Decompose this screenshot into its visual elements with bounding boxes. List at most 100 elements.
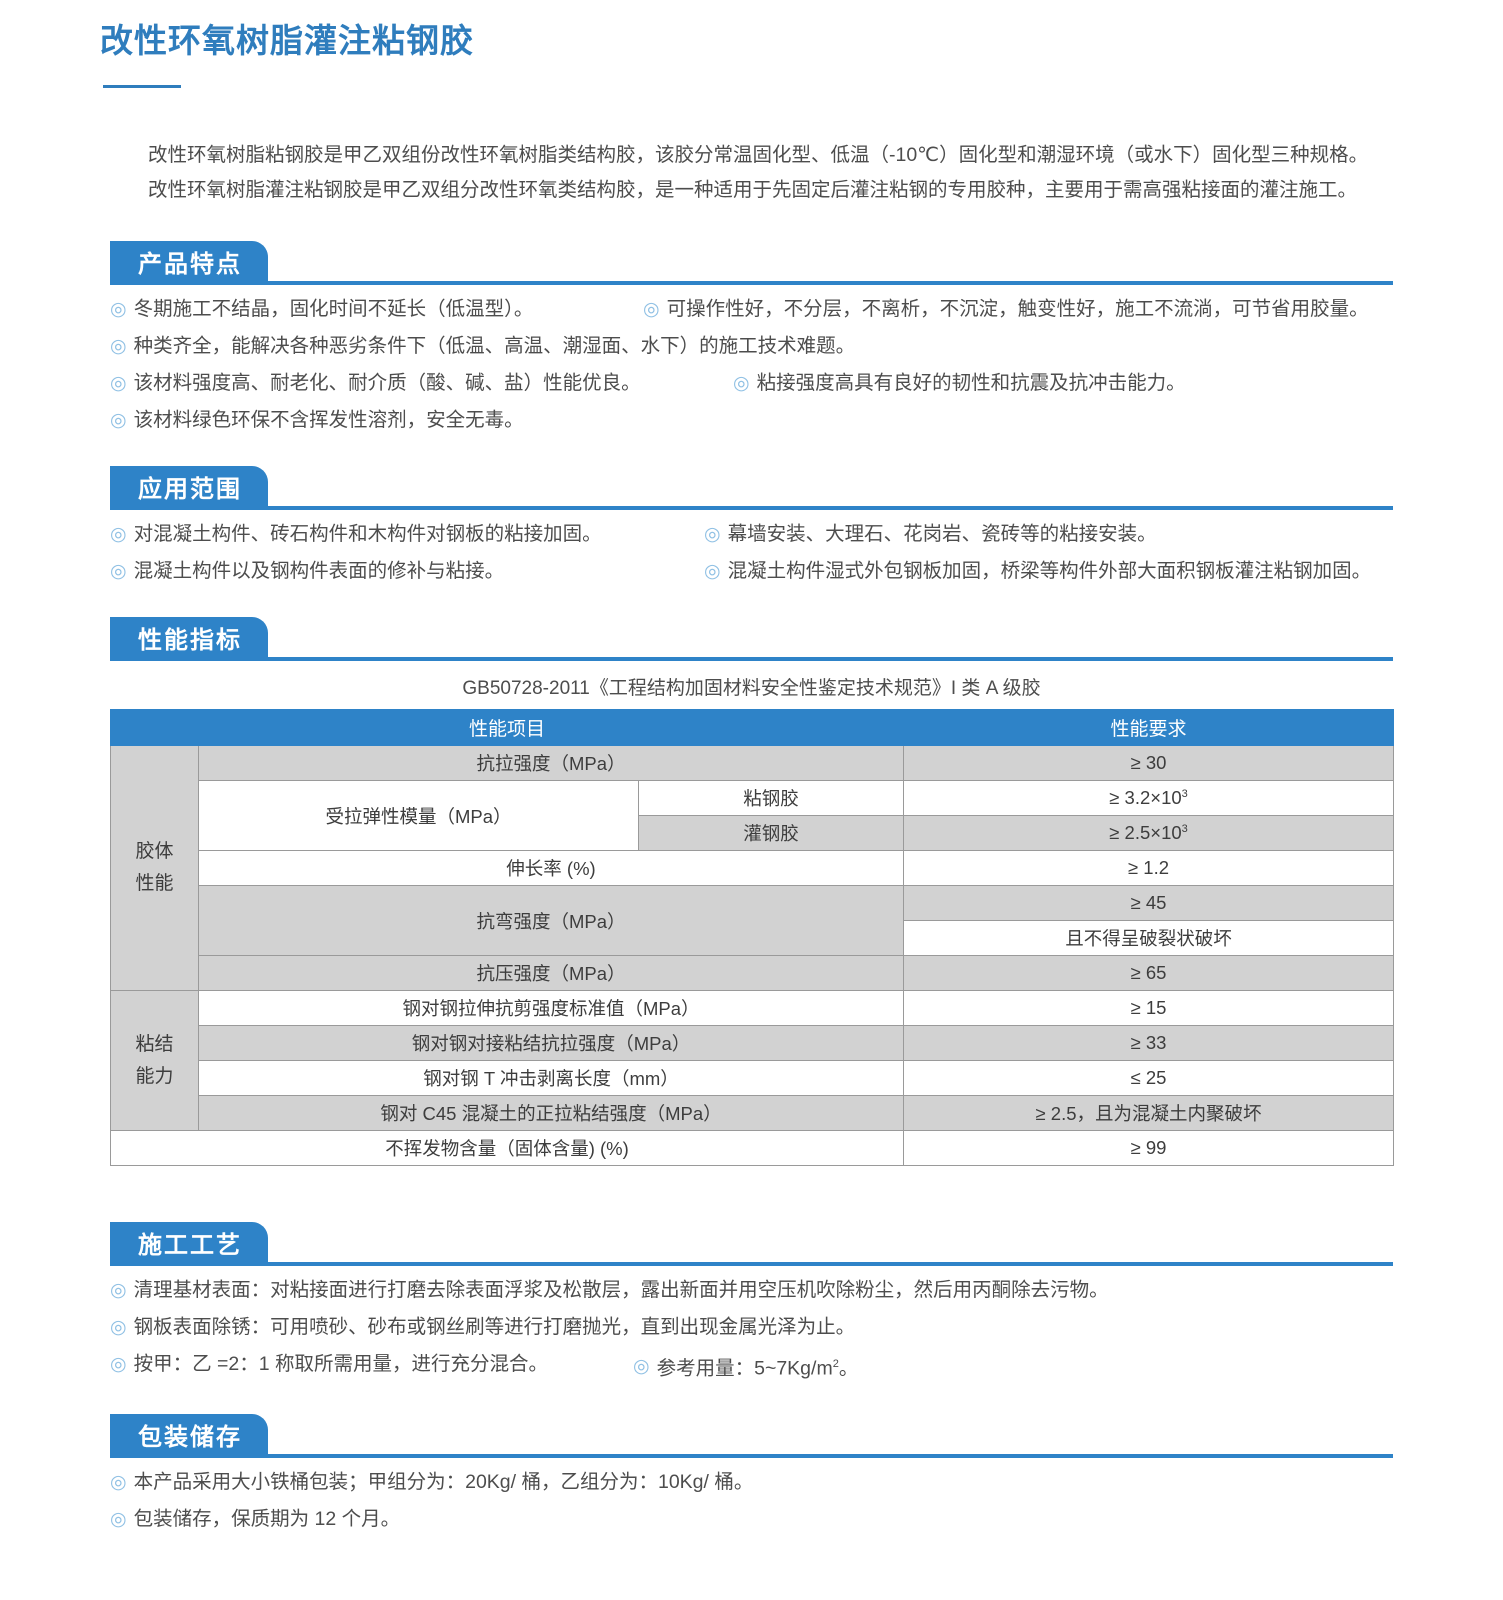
section-badge-label: 应用范围 xyxy=(138,475,242,503)
cell-item: 受拉弹性模量（MPa） xyxy=(198,780,639,851)
cell-value: ≤ 25 xyxy=(903,1060,1395,1096)
packaging-item-2: ◎ 包装储存，保质期为 12 个月。 xyxy=(110,1508,401,1530)
group-label-bonding: 粘结 能力 xyxy=(110,990,199,1131)
section-badge-features: 产品特点 xyxy=(110,241,268,281)
section-badge-performance: 性能指标 xyxy=(110,617,268,657)
cell-item: 伸长率 (%) xyxy=(197,850,905,886)
list-item: ◎ 该材料强度高、耐老化、耐介质（酸、碱、盐）性能优良。 ◎ 粘接强度高具有良好… xyxy=(110,364,1400,402)
feature-item-3: ◎ 该材料强度高、耐老化、耐介质（酸、碱、盐）性能优良。 xyxy=(110,372,641,394)
section-header-process: 施工工艺 xyxy=(110,1222,1393,1266)
application-item-4: ◎ 混凝土构件湿式外包钢板加固，桥梁等构件外部大面积钢板灌注粘钢加固。 xyxy=(704,560,1372,582)
section-badge-process: 施工工艺 xyxy=(110,1222,268,1262)
cell-item: 抗压强度（MPa） xyxy=(197,955,905,991)
circle-bullet-icon: ◎ xyxy=(704,523,721,545)
section-rule xyxy=(110,506,1393,510)
table-row: 抗压强度（MPa） ≥ 65 xyxy=(111,955,1395,991)
process-item-1: ◎ 清理基材表面：对粘接面进行打磨去除表面浮浆及松散层，露出新面并用空压机吹除粉… xyxy=(110,1279,1109,1301)
cell-value: ≥ 30 xyxy=(903,745,1395,781)
table-row: 钢对 C45 混凝土的正拉粘结强度（MPa） ≥ 2.5，且为混凝土内聚破坏 xyxy=(111,1095,1395,1131)
section-header-features: 产品特点 xyxy=(110,241,1393,285)
section-header-performance: 性能指标 xyxy=(110,617,1393,661)
cell-item: 不挥发物含量（固体含量) (%) xyxy=(109,1130,905,1166)
table-row: 伸长率 (%) ≥ 1.2 xyxy=(111,850,1395,886)
table-row: 受拉弹性模量（MPa） 粘钢胶 ≥ 3.2×103 xyxy=(111,780,1395,851)
list-item: ◎ 钢板表面除锈：可用喷砂、砂布或钢丝刷等进行打磨抛光，直到出现金属光泽为止。 xyxy=(110,1308,1400,1346)
table-row: 灌钢胶 ≥ 2.5×103 xyxy=(111,815,1395,851)
packaging-item-1: ◎ 本产品采用大小铁桶包装；甲组分为：20Kg/ 桶，乙组分为：10Kg/ 桶。 xyxy=(110,1471,754,1493)
circle-bullet-icon: ◎ xyxy=(110,1279,127,1301)
cell-item: 钢对 C45 混凝土的正拉粘结强度（MPa） xyxy=(197,1095,905,1131)
list-item: ◎ 本产品采用大小铁桶包装；甲组分为：20Kg/ 桶，乙组分为：10Kg/ 桶。 xyxy=(110,1463,1400,1501)
circle-bullet-icon: ◎ xyxy=(110,1353,127,1375)
cell-item: 钢对钢 T 冲击剥离长度（mm） xyxy=(197,1060,905,1096)
performance-table: 性能项目 性能要求 胶体 性能 抗拉强度（MPa） ≥ 30 受拉弹性模量（MP… xyxy=(109,709,1395,1166)
cell-value: ≥ 2.5，且为混凝土内聚破坏 xyxy=(903,1095,1395,1131)
circle-bullet-icon: ◎ xyxy=(704,560,721,582)
title-underline xyxy=(103,85,181,88)
section-rule xyxy=(110,657,1393,661)
circle-bullet-icon: ◎ xyxy=(110,560,127,582)
table-row: 钢对钢 T 冲击剥离长度（mm） ≤ 25 xyxy=(111,1060,1395,1096)
table-row: 抗弯强度（MPa） ≥ 45 xyxy=(111,885,1395,956)
feature-item-2: ◎ 种类齐全，能解决各种恶劣条件下（低温、高温、潮湿面、水下）的施工技术难题。 xyxy=(110,335,856,357)
process-dosage: ◎ 参考用量：5~7Kg/m2。 xyxy=(633,1355,859,1380)
cell-value: 且不得呈破裂状破坏 xyxy=(903,920,1395,956)
circle-bullet-icon: ◎ xyxy=(110,335,127,357)
cell-item: 抗弯强度（MPa） xyxy=(197,885,905,956)
feature-item-5: ◎ 可操作性好，不分层，不离析，不沉淀，触变性好，施工不流淌，可节省用胶量。 xyxy=(643,298,1369,320)
standard-reference: GB50728-2011《工程结构加固材料安全性鉴定技术规范》I 类 A 级胶 xyxy=(462,678,1041,699)
list-item: ◎ 种类齐全，能解决各种恶劣条件下（低温、高温、潮湿面、水下）的施工技术难题。 xyxy=(110,327,1400,365)
list-item: ◎ 包装储存，保质期为 12 个月。 xyxy=(110,1500,1400,1538)
feature-item-6: ◎ 粘接强度高具有良好的韧性和抗震及抗冲击能力。 xyxy=(733,372,1186,394)
application-item-1: ◎ 对混凝土构件、砖石构件和木构件对钢板的粘接加固。 xyxy=(110,523,602,545)
circle-bullet-icon: ◎ xyxy=(110,1508,127,1530)
table-header-item: 性能项目 xyxy=(109,709,905,746)
process-item-3: ◎ 按甲：乙 =2：1 称取所需用量，进行充分混合。 xyxy=(110,1353,549,1375)
section-header-packaging: 包装储存 xyxy=(110,1414,1393,1458)
cell-value: ≥ 15 xyxy=(903,990,1395,1026)
cell-subitem: 灌钢胶 xyxy=(637,815,905,851)
section-badge-label: 包装储存 xyxy=(138,1423,242,1451)
page-title: 改性环氧树脂灌注粘钢胶 xyxy=(100,22,474,59)
circle-bullet-icon: ◎ xyxy=(643,298,660,320)
list-item: ◎ 混凝土构件以及钢构件表面的修补与粘接。 ◎ 混凝土构件湿式外包钢板加固，桥梁… xyxy=(110,552,1400,590)
list-item: ◎ 按甲：乙 =2：1 称取所需用量，进行充分混合。 ◎ 参考用量：5~7Kg/… xyxy=(110,1345,1400,1383)
circle-bullet-icon: ◎ xyxy=(733,372,750,394)
intro-paragraph: 改性环氧树脂粘钢胶是甲乙双组份改性环氧树脂类结构胶，该胶分常温固化型、低温（-1… xyxy=(148,138,1403,208)
process-item-2: ◎ 钢板表面除锈：可用喷砂、砂布或钢丝刷等进行打磨抛光，直到出现金属光泽为止。 xyxy=(110,1316,856,1338)
cell-item: 钢对钢拉伸抗剪强度标准值（MPa） xyxy=(197,990,905,1026)
table-row: 粘结 能力 钢对钢拉伸抗剪强度标准值（MPa） ≥ 15 xyxy=(110,990,1395,1131)
cell-value: ≥ 3.2×103 xyxy=(903,780,1395,816)
cell-subitem: 粘钢胶 xyxy=(637,780,905,816)
circle-bullet-icon: ◎ xyxy=(110,523,127,545)
cell-value: ≥ 99 xyxy=(903,1130,1395,1166)
application-item-3: ◎ 幕墙安装、大理石、花岗岩、瓷砖等的粘接安装。 xyxy=(704,523,1157,545)
section-badge-label: 产品特点 xyxy=(138,250,242,278)
cell-value: ≥ 1.2 xyxy=(903,850,1395,886)
circle-bullet-icon: ◎ xyxy=(110,298,127,320)
list-item: ◎ 冬期施工不结晶，固化时间不延长（低温型）。 ◎ 可操作性好，不分层，不离析，… xyxy=(110,290,1400,328)
cell-value: ≥ 65 xyxy=(903,955,1395,991)
application-item-2: ◎ 混凝土构件以及钢构件表面的修补与粘接。 xyxy=(110,560,505,582)
feature-item-4: ◎ 该材料绿色环保不含挥发性溶剂，安全无毒。 xyxy=(110,409,524,431)
table-row: 钢对钢对接粘结抗拉强度（MPa） ≥ 33 xyxy=(111,1025,1395,1061)
section-rule xyxy=(110,281,1393,285)
circle-bullet-icon: ◎ xyxy=(110,409,127,431)
list-item: ◎ 该材料绿色环保不含挥发性溶剂，安全无毒。 xyxy=(110,401,1400,439)
table-header-row: 性能项目 性能要求 xyxy=(109,709,1395,746)
circle-bullet-icon: ◎ xyxy=(110,1471,127,1493)
cell-value: ≥ 2.5×103 xyxy=(903,815,1395,851)
list-item: ◎ 对混凝土构件、砖石构件和木构件对钢板的粘接加固。 ◎ 幕墙安装、大理石、花岗… xyxy=(110,515,1400,553)
section-badge-label: 性能指标 xyxy=(138,626,242,654)
section-badge-packaging: 包装储存 xyxy=(110,1414,268,1454)
intro-line-2: 改性环氧树脂灌注粘钢胶是甲乙双组分改性环氧类结构胶，是一种适用于先固定后灌注粘钢… xyxy=(148,179,1358,201)
table-header-requirement: 性能要求 xyxy=(903,709,1395,746)
cell-item: 钢对钢对接粘结抗拉强度（MPa） xyxy=(197,1025,905,1061)
table-row: 不挥发物含量（固体含量) (%) ≥ 99 xyxy=(109,1130,1395,1166)
cell-item: 抗拉强度（MPa） xyxy=(197,745,905,781)
list-item: ◎ 清理基材表面：对粘接面进行打磨去除表面浮浆及松散层，露出新面并用空压机吹除粉… xyxy=(110,1271,1400,1309)
section-header-application: 应用范围 xyxy=(110,466,1393,510)
cell-value: ≥ 45 xyxy=(903,885,1395,921)
section-badge-label: 施工工艺 xyxy=(138,1231,242,1259)
